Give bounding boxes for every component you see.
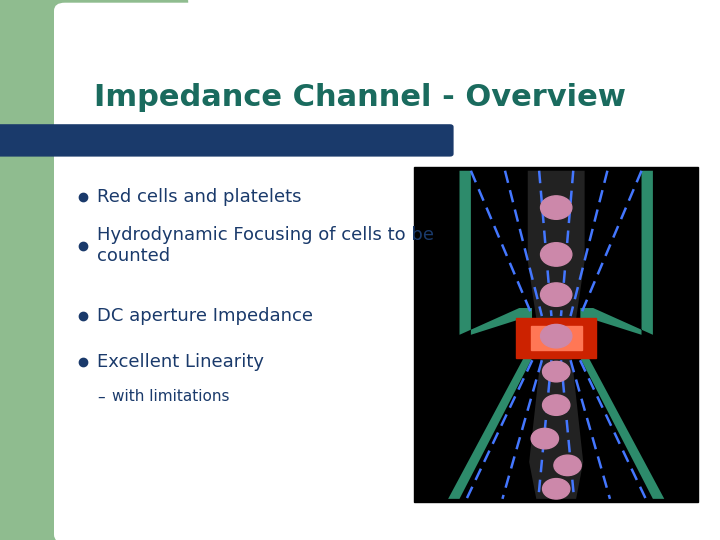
Polygon shape bbox=[448, 358, 532, 499]
Polygon shape bbox=[448, 171, 532, 335]
Circle shape bbox=[543, 395, 570, 415]
Text: Impedance Channel - Overview: Impedance Channel - Overview bbox=[94, 83, 626, 112]
Bar bbox=[531, 326, 582, 350]
Circle shape bbox=[531, 428, 559, 449]
Text: Red cells and platelets: Red cells and platelets bbox=[97, 188, 302, 206]
Text: with limitations: with limitations bbox=[112, 389, 229, 404]
Circle shape bbox=[541, 196, 572, 219]
Text: Hydrodynamic Focusing of cells to be
counted: Hydrodynamic Focusing of cells to be cou… bbox=[97, 226, 434, 265]
FancyBboxPatch shape bbox=[54, 3, 720, 540]
Circle shape bbox=[554, 455, 581, 476]
Circle shape bbox=[541, 242, 572, 266]
Polygon shape bbox=[580, 171, 665, 335]
Circle shape bbox=[541, 325, 572, 348]
Bar bbox=[414, 167, 698, 502]
Polygon shape bbox=[528, 171, 585, 328]
Bar bbox=[0, 0, 187, 151]
Text: –: – bbox=[97, 389, 105, 404]
Text: Excellent Linearity: Excellent Linearity bbox=[97, 353, 264, 371]
Circle shape bbox=[543, 478, 570, 499]
Circle shape bbox=[541, 283, 572, 306]
Polygon shape bbox=[529, 358, 583, 499]
FancyBboxPatch shape bbox=[0, 124, 454, 157]
Text: DC aperture Impedance: DC aperture Impedance bbox=[97, 307, 313, 325]
Bar bbox=[516, 318, 596, 358]
Polygon shape bbox=[580, 358, 665, 499]
Bar bbox=[0, 0, 65, 540]
Circle shape bbox=[543, 361, 570, 382]
